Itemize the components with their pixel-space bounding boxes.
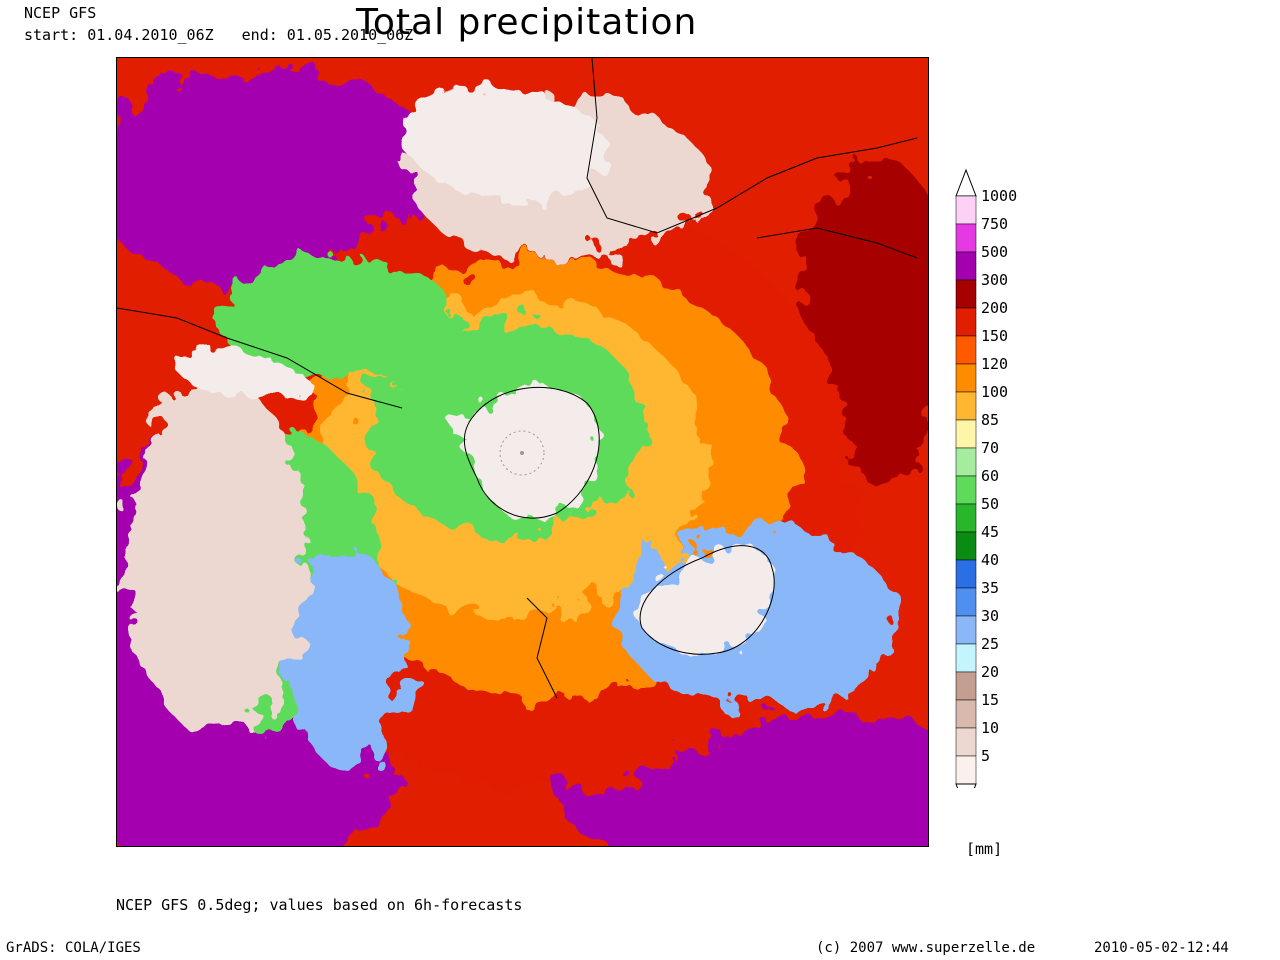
madagascar-coastline bbox=[756, 227, 918, 259]
legend-label: 10 bbox=[981, 719, 1000, 737]
timestamp: 2010-05-02-12:44 bbox=[1094, 940, 1229, 956]
legend-swatch bbox=[955, 755, 977, 785]
dry-area-west bbox=[127, 378, 307, 738]
legend-swatch bbox=[955, 223, 977, 253]
south-america-landmass bbox=[176, 348, 309, 400]
legend-swatch bbox=[955, 391, 977, 421]
model-name: NCEP GFS bbox=[24, 4, 97, 22]
legend-label: 25 bbox=[981, 635, 1000, 653]
legend-label: 30 bbox=[981, 607, 1000, 625]
legend-label: 300 bbox=[981, 271, 1009, 289]
legend-swatch bbox=[955, 699, 977, 729]
new-zealand-coastline bbox=[526, 597, 558, 699]
land-masses bbox=[176, 88, 775, 655]
legend-swatch bbox=[955, 671, 977, 701]
legend-swatch bbox=[955, 279, 977, 309]
legend-swatch bbox=[955, 727, 977, 757]
green-band-northwest bbox=[217, 258, 457, 378]
legend-label: 70 bbox=[981, 439, 1000, 457]
legend-swatch bbox=[955, 419, 977, 449]
south-america-coastline bbox=[117, 307, 403, 409]
legend-swatch bbox=[955, 531, 977, 561]
copyright-notice: (c) 2007 www.superzelle.de bbox=[816, 940, 1036, 956]
legend-label: 45 bbox=[981, 523, 1000, 541]
start-date: start: 01.04.2010_06Z bbox=[24, 26, 214, 44]
legend-label: 40 bbox=[981, 551, 1000, 569]
legend-label: 85 bbox=[981, 411, 1000, 429]
legend-label: 750 bbox=[981, 215, 1009, 233]
legend-boxes bbox=[955, 168, 977, 788]
end-date: end: 01.05.2010_06Z bbox=[241, 26, 414, 44]
antarctica-coastline bbox=[463, 386, 600, 519]
legend-swatch bbox=[955, 335, 977, 365]
legend-label: 200 bbox=[981, 299, 1009, 317]
color-scale-legend: 1000 750 500 300 200 150 120 100 85 70 60 50 45 40 35 3… bbox=[955, 168, 1045, 788]
legend-swatch bbox=[955, 447, 977, 477]
legend-swatch bbox=[955, 643, 977, 673]
map-title: Total precipitation bbox=[356, 2, 698, 43]
legend-label: 500 bbox=[981, 243, 1009, 261]
legend-label: 35 bbox=[981, 579, 1000, 597]
legend-swatch bbox=[955, 559, 977, 589]
pole-marker bbox=[499, 430, 545, 476]
africa-landmass bbox=[402, 88, 606, 204]
legend-label: 60 bbox=[981, 467, 1000, 485]
legend-swatch bbox=[955, 615, 977, 645]
legend-arrow-up bbox=[955, 168, 977, 197]
legend-label: 15 bbox=[981, 691, 1000, 709]
blue-patch-west bbox=[287, 548, 407, 768]
africa-east-coastline bbox=[586, 58, 918, 234]
polar-stereographic-map bbox=[117, 58, 928, 846]
source-note: NCEP GFS 0.5deg; values based on 6h-fore… bbox=[116, 896, 523, 914]
legend-label: 120 bbox=[981, 355, 1009, 373]
coastlines bbox=[117, 58, 918, 699]
pole-circle bbox=[499, 430, 545, 476]
australia-coastline bbox=[639, 545, 775, 655]
legend-label: 1000 bbox=[981, 187, 1018, 205]
antarctic-peninsula bbox=[447, 413, 469, 438]
legend-label: 20 bbox=[981, 663, 1000, 681]
purple-band-north bbox=[117, 68, 447, 288]
legend-label: 50 bbox=[981, 495, 1000, 513]
legend-swatch bbox=[955, 363, 977, 393]
legend-swatch bbox=[955, 503, 977, 533]
antarctica-landmass bbox=[464, 387, 600, 519]
legend-label: 5 bbox=[981, 747, 991, 765]
legend-label: 150 bbox=[981, 327, 1009, 345]
grads-credit: GrADS: COLA/IGES bbox=[6, 940, 141, 956]
pole-point bbox=[520, 451, 524, 455]
legend-color-bar bbox=[955, 168, 977, 788]
legend-swatch bbox=[955, 587, 977, 617]
legend-arrow-down bbox=[955, 783, 977, 788]
legend-label: 100 bbox=[981, 383, 1009, 401]
forecast-period: start: 01.04.2010_06Z end: 01.05.2010_06Z bbox=[24, 26, 441, 44]
legend-swatch bbox=[955, 251, 977, 281]
units-label: [mm] bbox=[966, 840, 1003, 858]
legend-swatch bbox=[955, 475, 977, 505]
australia-landmass bbox=[640, 545, 775, 655]
legend-swatch bbox=[955, 307, 977, 337]
precipitation-map bbox=[116, 57, 929, 847]
legend-swatch bbox=[955, 195, 977, 225]
